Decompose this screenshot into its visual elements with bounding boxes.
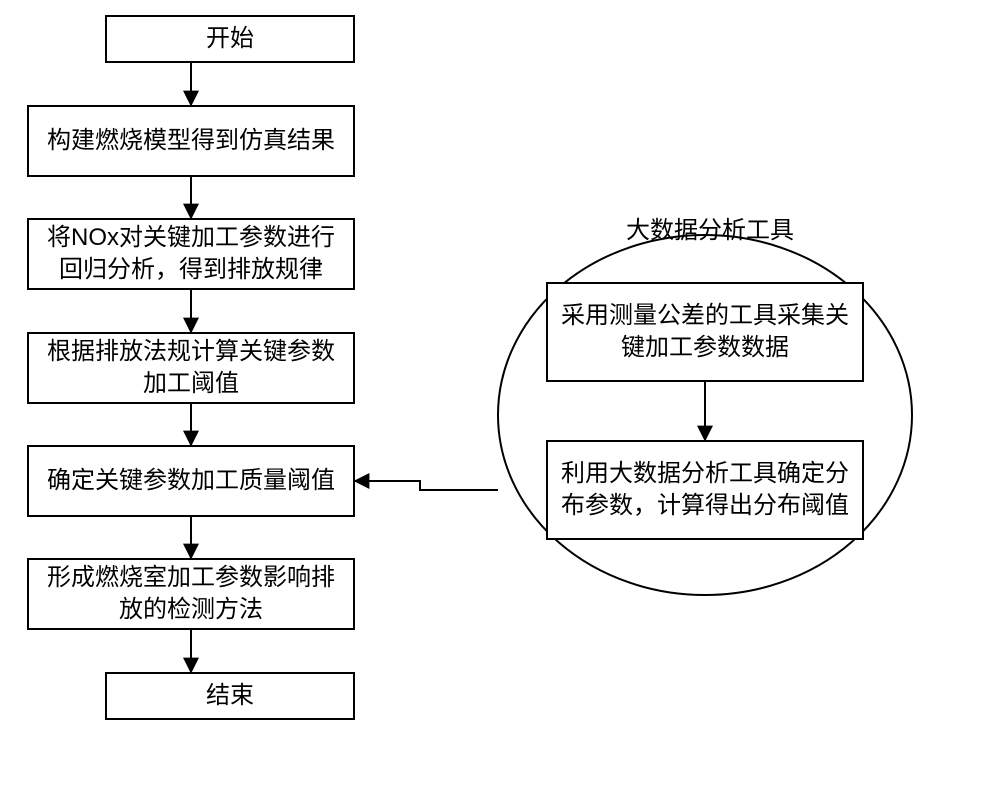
node-label: 确定关键参数加工质量阈值 bbox=[47, 465, 335, 497]
node-label: 构建燃烧模型得到仿真结果 bbox=[47, 125, 335, 157]
node-build-model: 构建燃烧模型得到仿真结果 bbox=[27, 105, 355, 177]
node-label: 将NOx对关键加工参数进行回归分析，得到排放规律 bbox=[39, 222, 343, 287]
node-bigdata-analysis: 利用大数据分析工具确定分布参数，计算得出分布阈值 bbox=[546, 440, 864, 540]
group-label: 大数据分析工具 bbox=[560, 210, 860, 245]
node-end: 结束 bbox=[105, 672, 355, 720]
node-label: 形成燃烧室加工参数影响排放的检测方法 bbox=[39, 562, 343, 627]
node-threshold-calc: 根据排放法规计算关键参数加工阈值 bbox=[27, 332, 355, 404]
node-regression: 将NOx对关键加工参数进行回归分析，得到排放规律 bbox=[27, 218, 355, 290]
node-collect-data: 采用测量公差的工具采集关键加工参数数据 bbox=[546, 282, 864, 382]
flowchart-canvas: 开始 构建燃烧模型得到仿真结果 将NOx对关键加工参数进行回归分析，得到排放规律… bbox=[0, 0, 1000, 811]
node-quality-thresh: 确定关键参数加工质量阈值 bbox=[27, 445, 355, 517]
group-label-text: 大数据分析工具 bbox=[626, 217, 794, 244]
node-label: 利用大数据分析工具确定分布参数，计算得出分布阈值 bbox=[558, 458, 852, 523]
node-start: 开始 bbox=[105, 15, 355, 63]
node-detection-method: 形成燃烧室加工参数影响排放的检测方法 bbox=[27, 558, 355, 630]
node-label: 开始 bbox=[206, 23, 254, 55]
node-label: 根据排放法规计算关键参数加工阈值 bbox=[39, 336, 343, 401]
node-label: 结束 bbox=[206, 680, 254, 712]
node-label: 采用测量公差的工具采集关键加工参数数据 bbox=[558, 300, 852, 365]
